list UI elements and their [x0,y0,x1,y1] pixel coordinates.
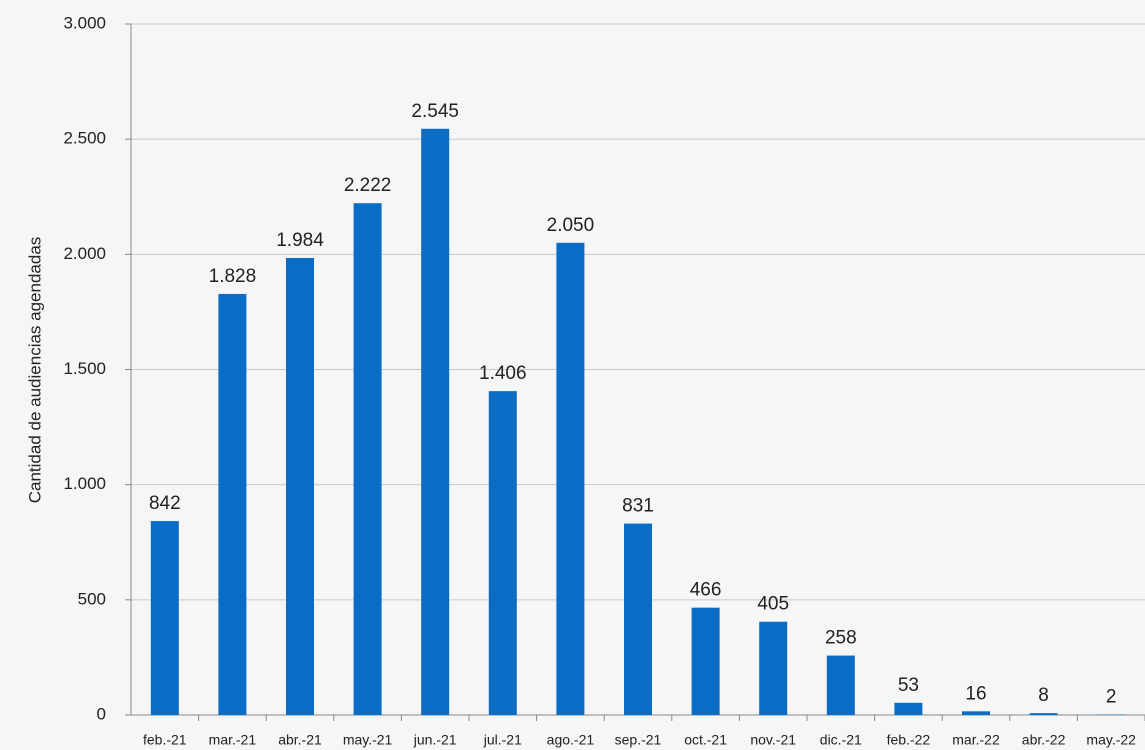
value-label: 831 [622,496,654,517]
bar [894,703,922,715]
bar [759,622,787,715]
y-tick-label: 2.000 [63,244,106,263]
x-tick-label: feb.-21 [143,732,187,748]
x-tick-label: jun.-21 [413,732,457,748]
y-tick-label: 500 [78,589,106,608]
value-label: 2.545 [411,101,459,122]
bar [962,711,990,715]
bar [421,129,449,715]
y-tick-label: 1.000 [63,474,106,493]
x-tick-label: jul.-21 [483,732,522,748]
value-label: 1.406 [479,363,527,384]
bar [218,294,246,715]
value-label: 16 [965,683,986,704]
x-tick-label: feb.-22 [887,732,931,748]
bar [151,521,179,715]
value-label: 2.050 [547,215,595,236]
x-tick-label: may.-22 [1086,732,1136,748]
x-tick-label: mar.-22 [952,732,1000,748]
y-tick-label: 1.500 [63,359,106,378]
bar [692,608,720,715]
value-label: 405 [757,594,789,615]
bar [624,524,652,715]
x-tick-label: ago.-21 [547,732,595,748]
value-label: 258 [825,628,857,649]
value-label: 466 [690,580,722,601]
value-label: 1.984 [276,230,324,251]
value-label: 842 [149,493,181,514]
bar [286,258,314,715]
bar [1030,713,1058,715]
value-label: 2.222 [344,175,392,196]
x-tick-label: may.-21 [343,732,393,748]
x-tick-label: dic.-21 [820,732,862,748]
x-tick-label: sep.-21 [615,732,662,748]
y-tick-label: 3.000 [63,13,106,32]
x-tick-label: nov.-21 [750,732,796,748]
x-tick-label: oct.-21 [684,732,727,748]
x-tick-label: mar.-21 [209,732,257,748]
y-axis-label: Cantidad de audiencias agendadas [25,237,44,504]
y-tick-label: 0 [97,704,106,723]
value-label: 1.828 [209,266,257,287]
value-label: 2 [1106,687,1117,708]
value-label: 8 [1038,685,1049,706]
bar [827,656,855,715]
chart: Cantidad de audiencias agendadas 0 500 1.0… [0,0,1145,750]
y-tick-label: 2.500 [63,129,106,148]
bar [354,203,382,715]
value-label: 53 [898,675,919,696]
x-tick-label: abr.-21 [278,732,322,748]
x-tick-label: abr.-22 [1022,732,1066,748]
bar [556,243,584,715]
bar [489,391,517,715]
